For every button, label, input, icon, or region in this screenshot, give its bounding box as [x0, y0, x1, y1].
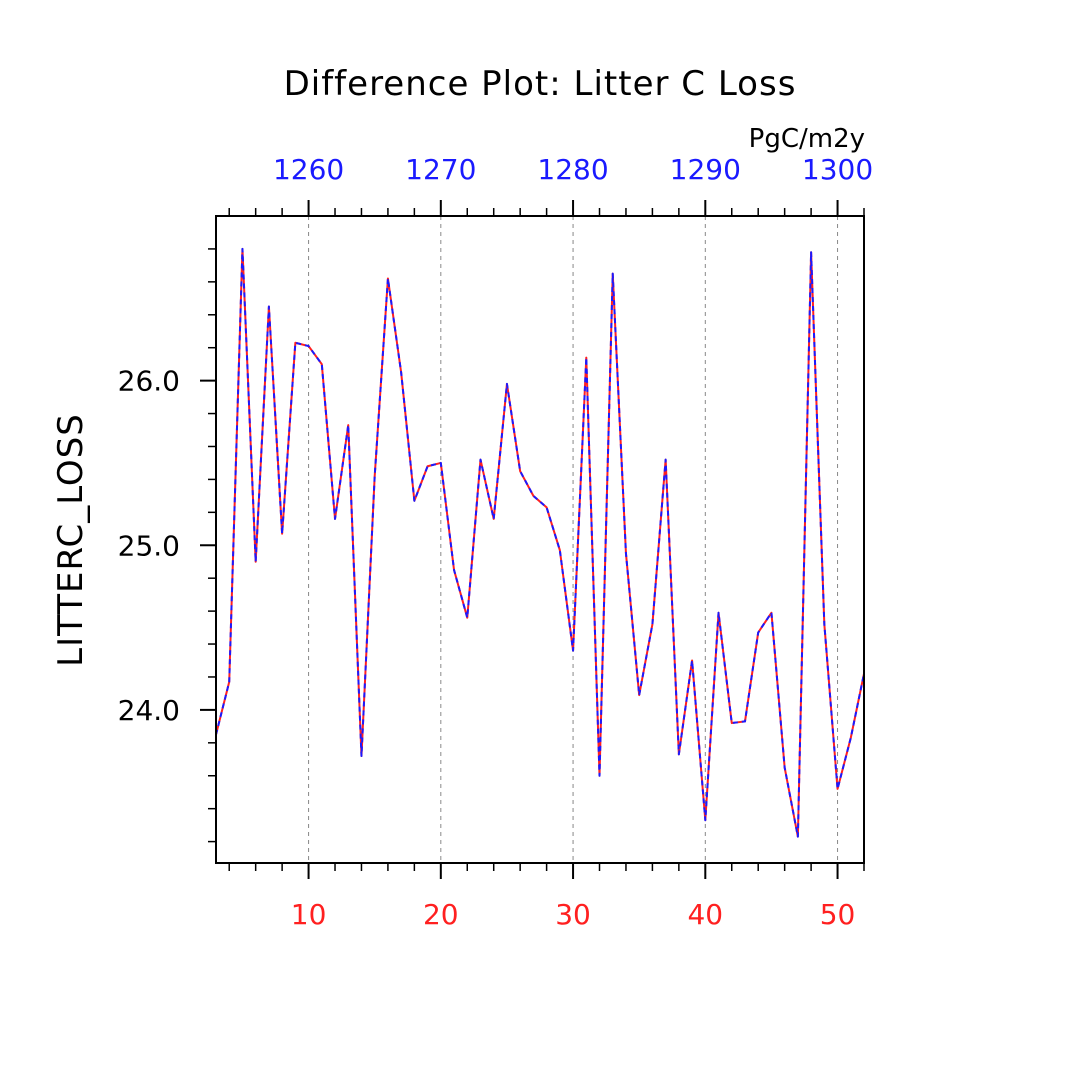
plot-frame: [215, 215, 865, 864]
data-lines: [216, 247, 864, 838]
y-tick-label: 24.0: [118, 694, 180, 727]
x-tick-label-top: 1300: [802, 153, 873, 186]
x-tick-label-top: 1270: [405, 153, 476, 186]
axis-ticks: [200, 200, 865, 879]
tick-labels: 10 20 30 40 50 1260 1270 1280 1290 1300 24.0 25.0 26…: [118, 153, 874, 931]
series-line-2: [216, 247, 864, 838]
chart-title: Difference Plot: Litter C Loss: [284, 64, 797, 104]
y-tick-label: 25.0: [118, 529, 180, 562]
x-tick-label-bottom: 30: [555, 898, 591, 931]
x-tick-label-bottom: 20: [423, 898, 459, 931]
x-tick-label-bottom: 50: [820, 898, 856, 931]
x-tick-label-bottom: 10: [291, 898, 327, 931]
grid-lines: [308, 216, 839, 863]
series-line-1: [216, 247, 864, 838]
x-tick-label-top: 1260: [273, 153, 344, 186]
y-tick-label: 26.0: [118, 365, 180, 398]
x-tick-label-top: 1290: [670, 153, 741, 186]
x-tick-label-top: 1280: [537, 153, 608, 186]
y-axis-label: LITTERC_LOSS: [51, 413, 91, 667]
x-tick-label-bottom: 40: [687, 898, 723, 931]
units-label: PgC/m2y: [749, 124, 865, 154]
